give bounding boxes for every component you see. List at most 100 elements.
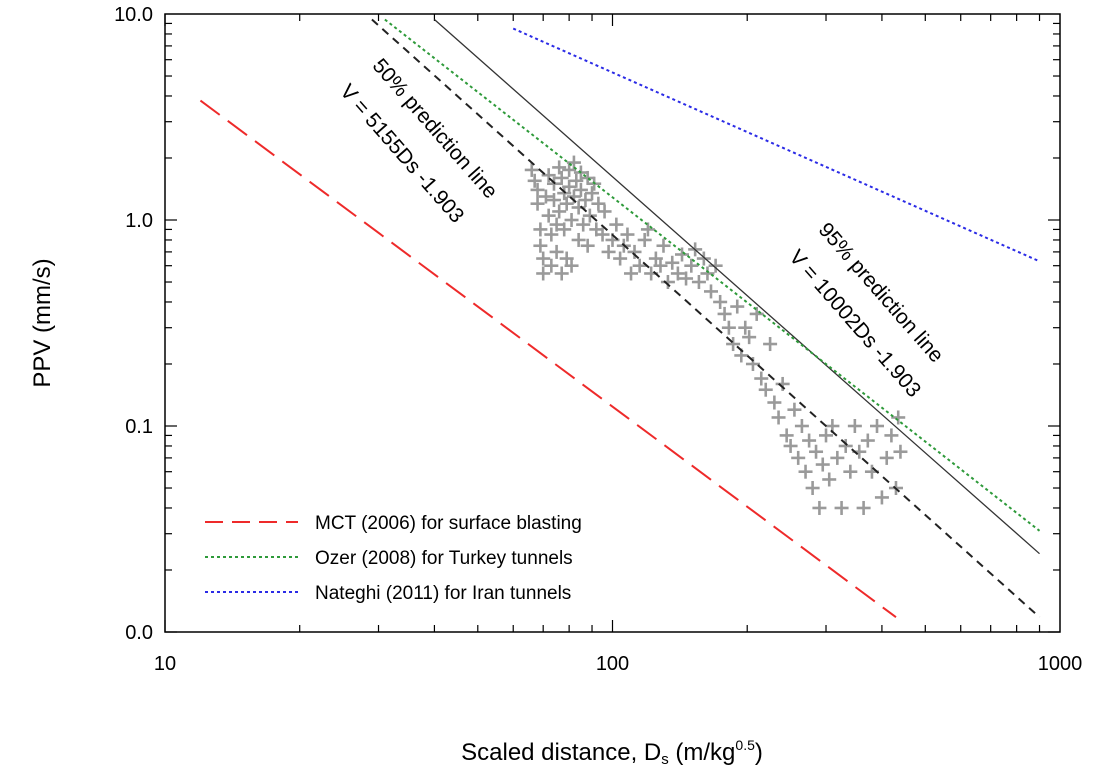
scatter-point xyxy=(691,275,706,290)
series-line-0 xyxy=(433,19,1040,555)
scatter-point xyxy=(544,258,559,273)
x-axis-title: Scaled distance, Ds (m/kg0.5) xyxy=(461,737,763,768)
scatter-point xyxy=(838,438,853,453)
scatter-point xyxy=(775,376,790,391)
scatter-point xyxy=(767,395,782,410)
scatter-point xyxy=(569,173,584,188)
scatter-point xyxy=(541,168,556,183)
scatter-point xyxy=(541,208,556,223)
scatter-point xyxy=(601,244,616,259)
scatter-point xyxy=(660,275,675,290)
scatter-point xyxy=(536,251,551,266)
scatter-point xyxy=(554,266,569,281)
scatter-point xyxy=(779,428,794,443)
scatter-point xyxy=(730,299,745,314)
scatter-point xyxy=(624,266,639,281)
scatter-point xyxy=(742,330,757,345)
scatter-point xyxy=(552,204,567,219)
scatter-point xyxy=(530,196,545,211)
scatter-point xyxy=(843,464,858,479)
scatter-point xyxy=(557,222,572,237)
scatter-point xyxy=(632,258,647,273)
scatter-point xyxy=(749,306,764,321)
scatter-point xyxy=(870,419,885,433)
scatter-point xyxy=(546,193,561,208)
scatter-point xyxy=(597,204,612,219)
scatter-point xyxy=(802,433,817,448)
scatter-point xyxy=(530,182,545,197)
axis-tick-labels: 10 100 1000 0.0 0.1 1.0 10.0 xyxy=(114,4,1082,675)
scatter-point xyxy=(609,217,624,232)
scatter-point xyxy=(798,464,813,479)
scatter-point xyxy=(783,438,798,453)
scatter-point xyxy=(549,217,564,232)
scatter-point xyxy=(721,320,736,335)
scatter-point xyxy=(884,428,899,443)
scatter-point xyxy=(891,410,906,425)
scatter-point xyxy=(585,186,600,201)
scatter-point xyxy=(554,170,569,185)
scatter-point xyxy=(648,251,663,266)
scatter-point xyxy=(791,450,806,465)
scatter-point xyxy=(527,173,542,188)
scatter-point xyxy=(576,217,591,232)
scatter-point xyxy=(856,500,871,515)
scatter-point xyxy=(564,258,579,273)
scatter-point xyxy=(580,238,595,253)
y-tick-label: 10.0 xyxy=(114,4,153,26)
legend: MCT (2006) for surface blasting Ozer (20… xyxy=(205,513,582,604)
scatter-point xyxy=(562,162,577,177)
scatter-point xyxy=(738,320,753,335)
scatter-point xyxy=(637,232,652,247)
scatter-point xyxy=(893,444,908,459)
scatter-point xyxy=(758,382,773,397)
scatter-point xyxy=(640,222,655,237)
scatter-point xyxy=(815,457,830,472)
scatter-point xyxy=(559,196,574,211)
legend-label-nateghi: Nateghi (2011) for Iran tunnels xyxy=(315,583,571,604)
scatter-point xyxy=(679,271,694,286)
scatter-point xyxy=(524,162,539,177)
scatter-point xyxy=(566,155,581,170)
axis-ticks xyxy=(164,14,1060,633)
scatter-point xyxy=(794,419,809,433)
scatter-point xyxy=(562,179,577,194)
scatter-point xyxy=(717,306,732,321)
scatter-point xyxy=(812,500,827,515)
scatter-point xyxy=(700,266,715,281)
scatter-point xyxy=(549,244,564,259)
legend-label-ozer: Ozer (2008) for Turkey tunnels xyxy=(315,548,573,569)
scatter-point xyxy=(544,227,559,242)
scatter-point xyxy=(552,160,567,175)
scatter-point xyxy=(713,294,728,309)
x-tick-label: 100 xyxy=(596,653,629,675)
scatter-point xyxy=(771,410,786,425)
series-line-2 xyxy=(384,18,1041,532)
scatter-point xyxy=(653,258,668,273)
scatter-point xyxy=(703,284,718,299)
scatter-point xyxy=(874,490,889,505)
scatter-point xyxy=(665,255,680,270)
y-axis-title: PPV (mm/s) xyxy=(29,258,56,387)
scatter-point xyxy=(670,266,685,281)
scatter-point xyxy=(879,450,894,465)
scatter-point xyxy=(847,419,862,433)
y-tick-label: 0.0 xyxy=(125,622,153,644)
scatter-point xyxy=(578,193,593,208)
scatter-point xyxy=(536,266,551,281)
scatter-point xyxy=(627,244,642,259)
scatter-point xyxy=(860,433,875,448)
scatter-point xyxy=(591,196,606,211)
scatter-point xyxy=(564,213,579,227)
scatter-point xyxy=(819,428,834,443)
scatter-point xyxy=(613,251,628,266)
scatter-point xyxy=(787,402,802,417)
legend-label-mct: MCT (2006) for surface blasting xyxy=(315,513,582,534)
x-tick-label: 1000 xyxy=(1038,653,1083,675)
series-line-1 xyxy=(371,18,1041,618)
scatter-point xyxy=(656,238,671,253)
scatter-point xyxy=(834,500,849,515)
scatter-point xyxy=(805,481,820,496)
scatter-point xyxy=(696,251,711,266)
